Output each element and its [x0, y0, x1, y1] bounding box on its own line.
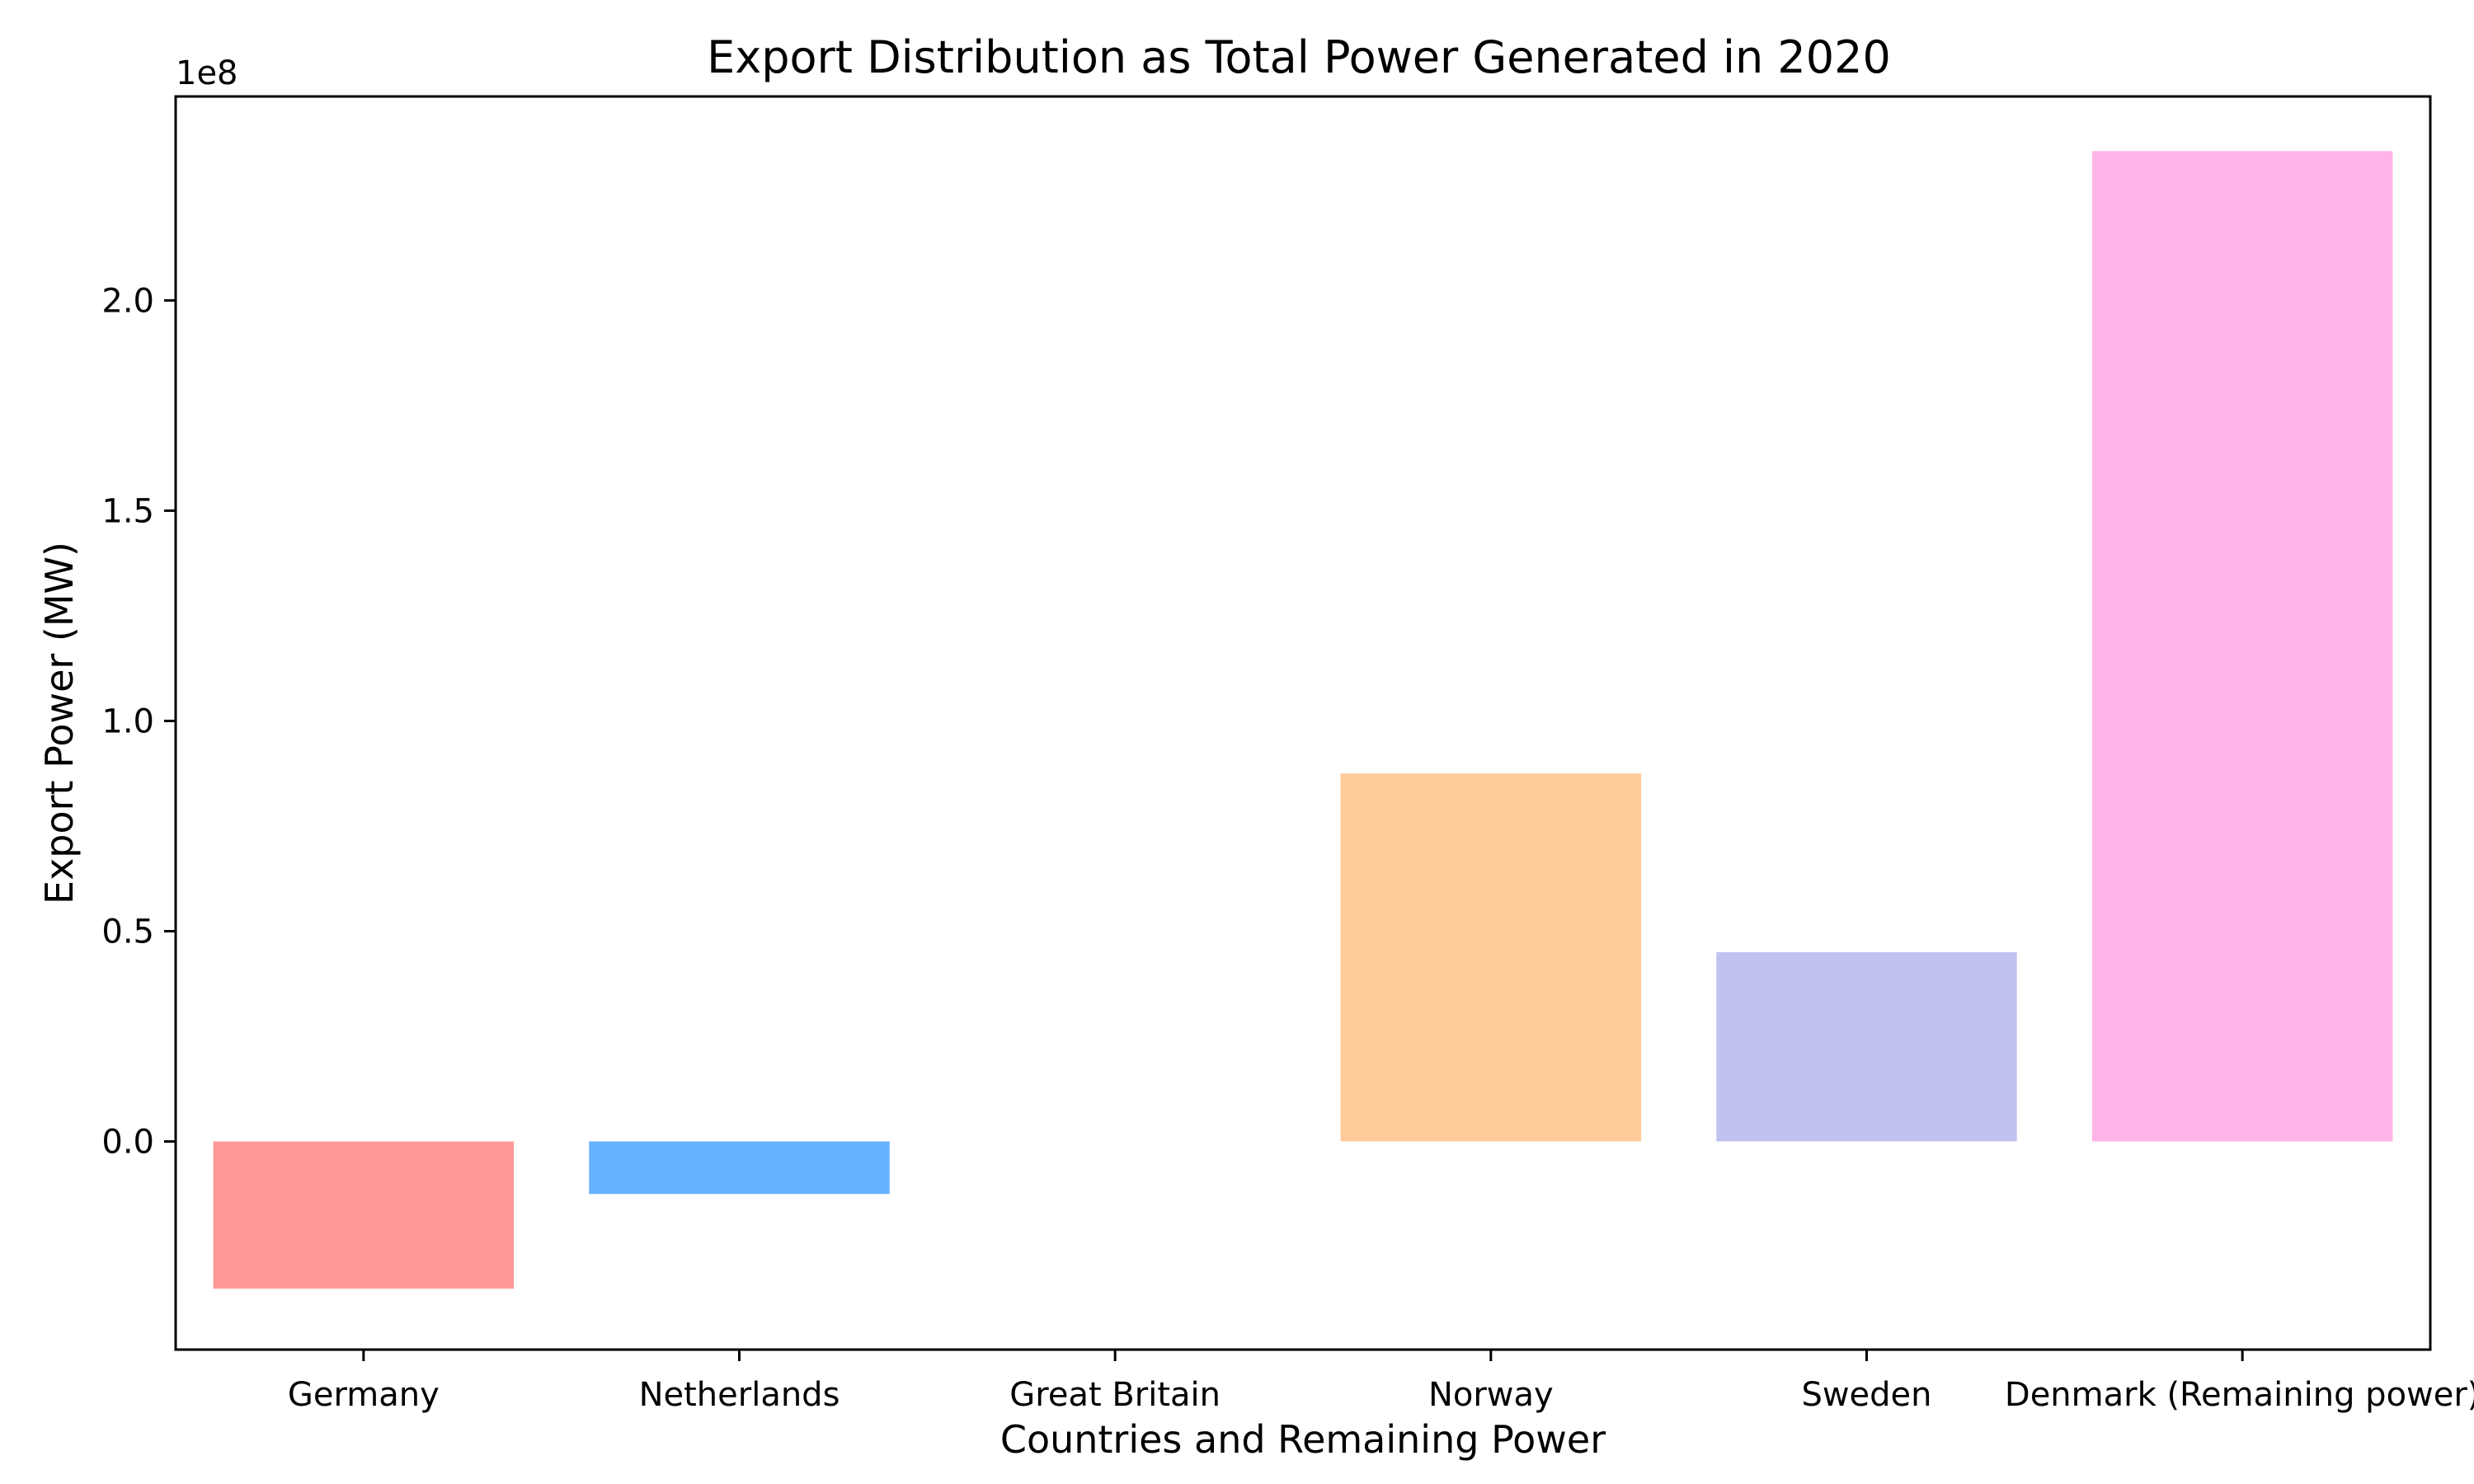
- x-tick-label: Netherlands: [639, 1376, 840, 1414]
- y-tick-label: 2.0: [101, 282, 154, 320]
- chart-title: Export Distribution as Total Power Gener…: [707, 31, 1891, 83]
- x-tick-label: Great Britain: [1009, 1376, 1221, 1414]
- x-axis-label: Countries and Remaining Power: [1000, 1417, 1606, 1462]
- x-tick-label: Germany: [288, 1376, 440, 1414]
- bar-sweden: [1716, 951, 2017, 1142]
- y-tick-label: 1.0: [101, 702, 154, 740]
- bar-germany: [213, 1141, 515, 1289]
- bar-netherlands: [589, 1141, 890, 1195]
- x-axis-ticks: Germany Netherlands Great Britain Norway Swe…: [288, 1350, 2474, 1414]
- y-axis-offset-label: 1e8: [176, 54, 238, 92]
- plot-frame: [174, 95, 2432, 1351]
- bar-norway: [1340, 773, 1642, 1142]
- bars-group: [213, 151, 2393, 1289]
- y-axis-ticks: 0.0 0.5 1.0 1.5 2.0: [101, 282, 176, 1162]
- y-tick-label: 0.5: [101, 913, 154, 951]
- x-tick-label: Denmark (Remaining power): [2005, 1376, 2474, 1414]
- x-tick-label: Norway: [1428, 1376, 1554, 1414]
- y-axis-label: Export Power (MW): [37, 542, 82, 904]
- x-tick-label: Sweden: [1801, 1376, 1931, 1414]
- y-tick-label: 1.5: [101, 492, 154, 530]
- bar-denmark-remaining-power: [2091, 151, 2393, 1142]
- y-tick-label: 0.0: [101, 1124, 154, 1162]
